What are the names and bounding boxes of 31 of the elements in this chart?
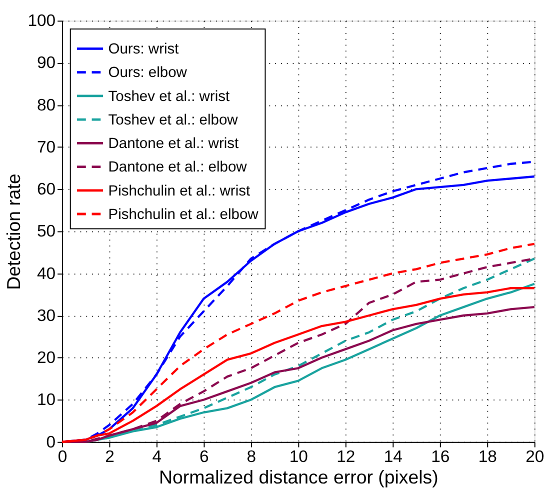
y-tick-label: 90 [36,53,56,72]
x-tick-label: 8 [246,447,256,466]
y-tick-label: 40 [36,264,56,283]
legend-label: Toshev et al.: wrist [108,88,230,105]
x-tick-label: 6 [200,447,209,466]
legend-label: Toshev et al.: elbow [108,112,238,128]
legend-label: Pishchulin et al.: wrist [108,183,250,200]
legend-label: Dantone et al.: elbow [108,160,248,176]
x-tick-label: 20 [526,447,544,466]
x-tick-label: 12 [336,447,356,466]
y-tick-label: 50 [36,222,56,241]
legend-label: Ours: elbow [108,65,188,82]
y-tick-label: 80 [36,95,56,114]
y-tick-label: 20 [36,348,56,368]
x-tick-label: 2 [105,447,114,466]
y-tick-label: 30 [36,306,56,325]
y-axis-title: Detection rate [2,174,24,290]
legend-label: Ours: wrist [108,42,179,58]
legend-label: Dantone et al.: wrist [108,136,239,152]
x-tick-label: 18 [478,447,497,466]
x-tick-label: 16 [431,447,450,466]
x-tick-label: 10 [289,447,308,466]
x-tick-label: 4 [152,447,162,466]
y-tick-label: 60 [36,180,56,199]
legend-label: Pishchulin et al.: elbow [108,206,259,223]
x-tick-label: 14 [384,447,402,466]
y-tick-label: 70 [36,137,56,156]
y-tick-label: 100 [28,11,56,30]
y-tick-label: 0 [46,432,56,452]
x-axis-title: Normalized distance error (pixels) [158,466,438,488]
y-tick-label: 10 [36,390,56,410]
